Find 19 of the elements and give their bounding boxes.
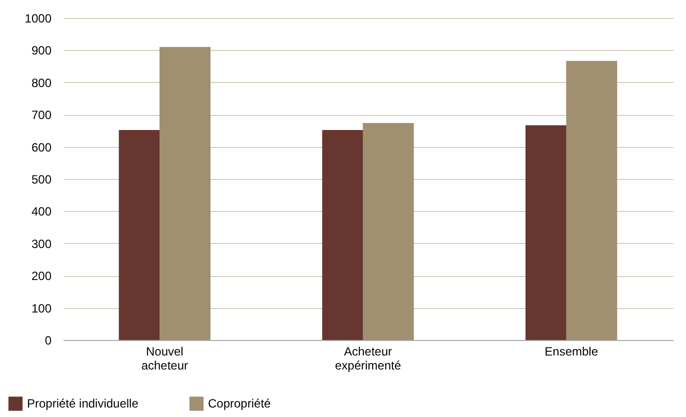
y-tick-label: 900 xyxy=(31,44,52,58)
y-tick-label: 1000 xyxy=(24,12,52,26)
bar xyxy=(362,122,414,340)
y-tick-label: 200 xyxy=(31,269,52,284)
y-tick-label: 300 xyxy=(31,236,52,251)
y-tick-label: 600 xyxy=(31,140,52,154)
y-tick-label: 700 xyxy=(31,108,52,122)
x-tick-label: Ensemble xyxy=(544,344,598,358)
bar xyxy=(160,46,210,340)
y-tick-label: 400 xyxy=(31,204,52,219)
x-tick-label: Nouvel acheteur xyxy=(141,344,188,372)
y-tick-label: 100 xyxy=(31,301,52,316)
legend-label: Copropriété xyxy=(208,396,272,411)
y-tick-label: 800 xyxy=(31,76,52,90)
bar xyxy=(566,60,618,340)
x-tick-label: Acheteur expérimenté xyxy=(334,344,402,372)
legend-label: Propriété individuelle xyxy=(27,396,139,411)
y-tick-label: 0 xyxy=(44,334,52,348)
y-tick-label: 500 xyxy=(31,172,52,186)
